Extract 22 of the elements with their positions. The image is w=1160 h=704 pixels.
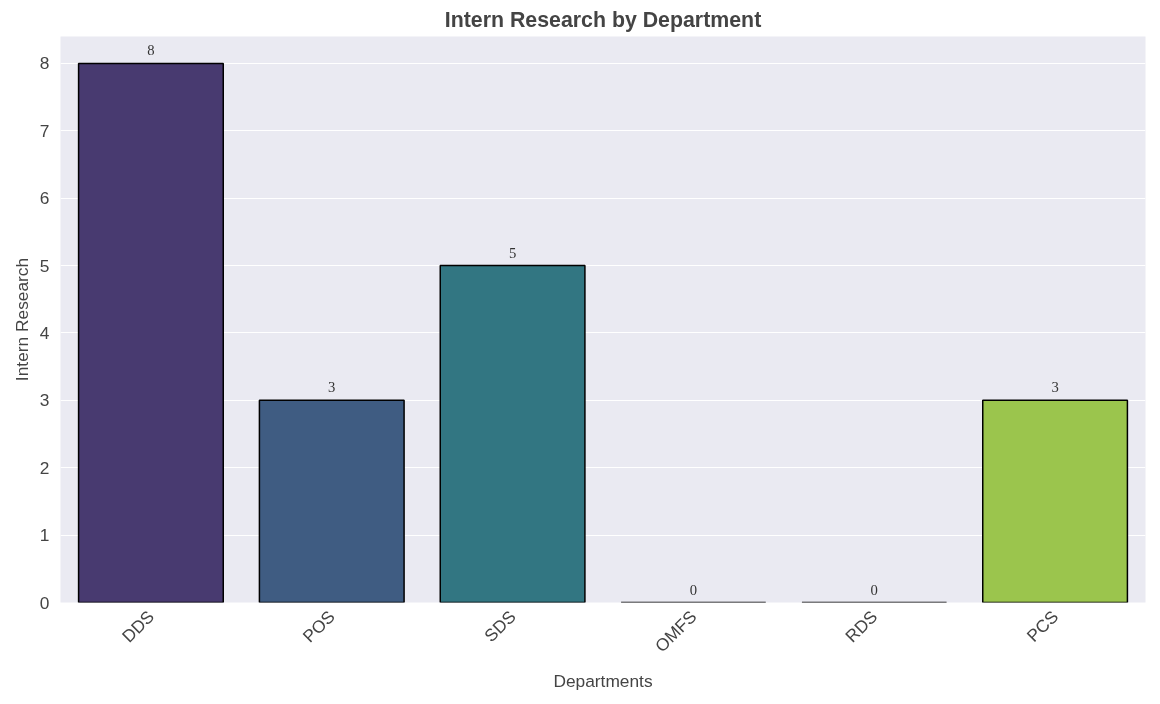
y-tick-label: 4: [39, 322, 50, 343]
bar: [439, 264, 586, 603]
x-axis-title: Departments: [553, 671, 653, 692]
y-tick-label: 3: [39, 390, 50, 411]
y-tick-label: 5: [39, 255, 50, 276]
y-axis-title: Intern Research: [11, 257, 32, 382]
y-tick-label: 7: [39, 120, 50, 141]
data-label: 0: [689, 581, 698, 598]
bar: [258, 399, 405, 603]
chart-title: Intern Research by Department: [444, 7, 762, 32]
data-label: 0: [870, 581, 878, 598]
y-tick-label: 1: [39, 525, 50, 546]
data-label: 3: [328, 379, 336, 396]
data-label: 3: [1051, 379, 1059, 396]
bar: [77, 62, 224, 603]
y-tick-label: 8: [39, 53, 50, 74]
bar: [982, 399, 1129, 603]
data-label: 5: [508, 244, 517, 261]
y-tick-label: 0: [39, 592, 50, 613]
y-tick-label: 2: [39, 457, 50, 478]
y-tick-label: 6: [39, 188, 50, 209]
data-label: 8: [147, 42, 155, 59]
